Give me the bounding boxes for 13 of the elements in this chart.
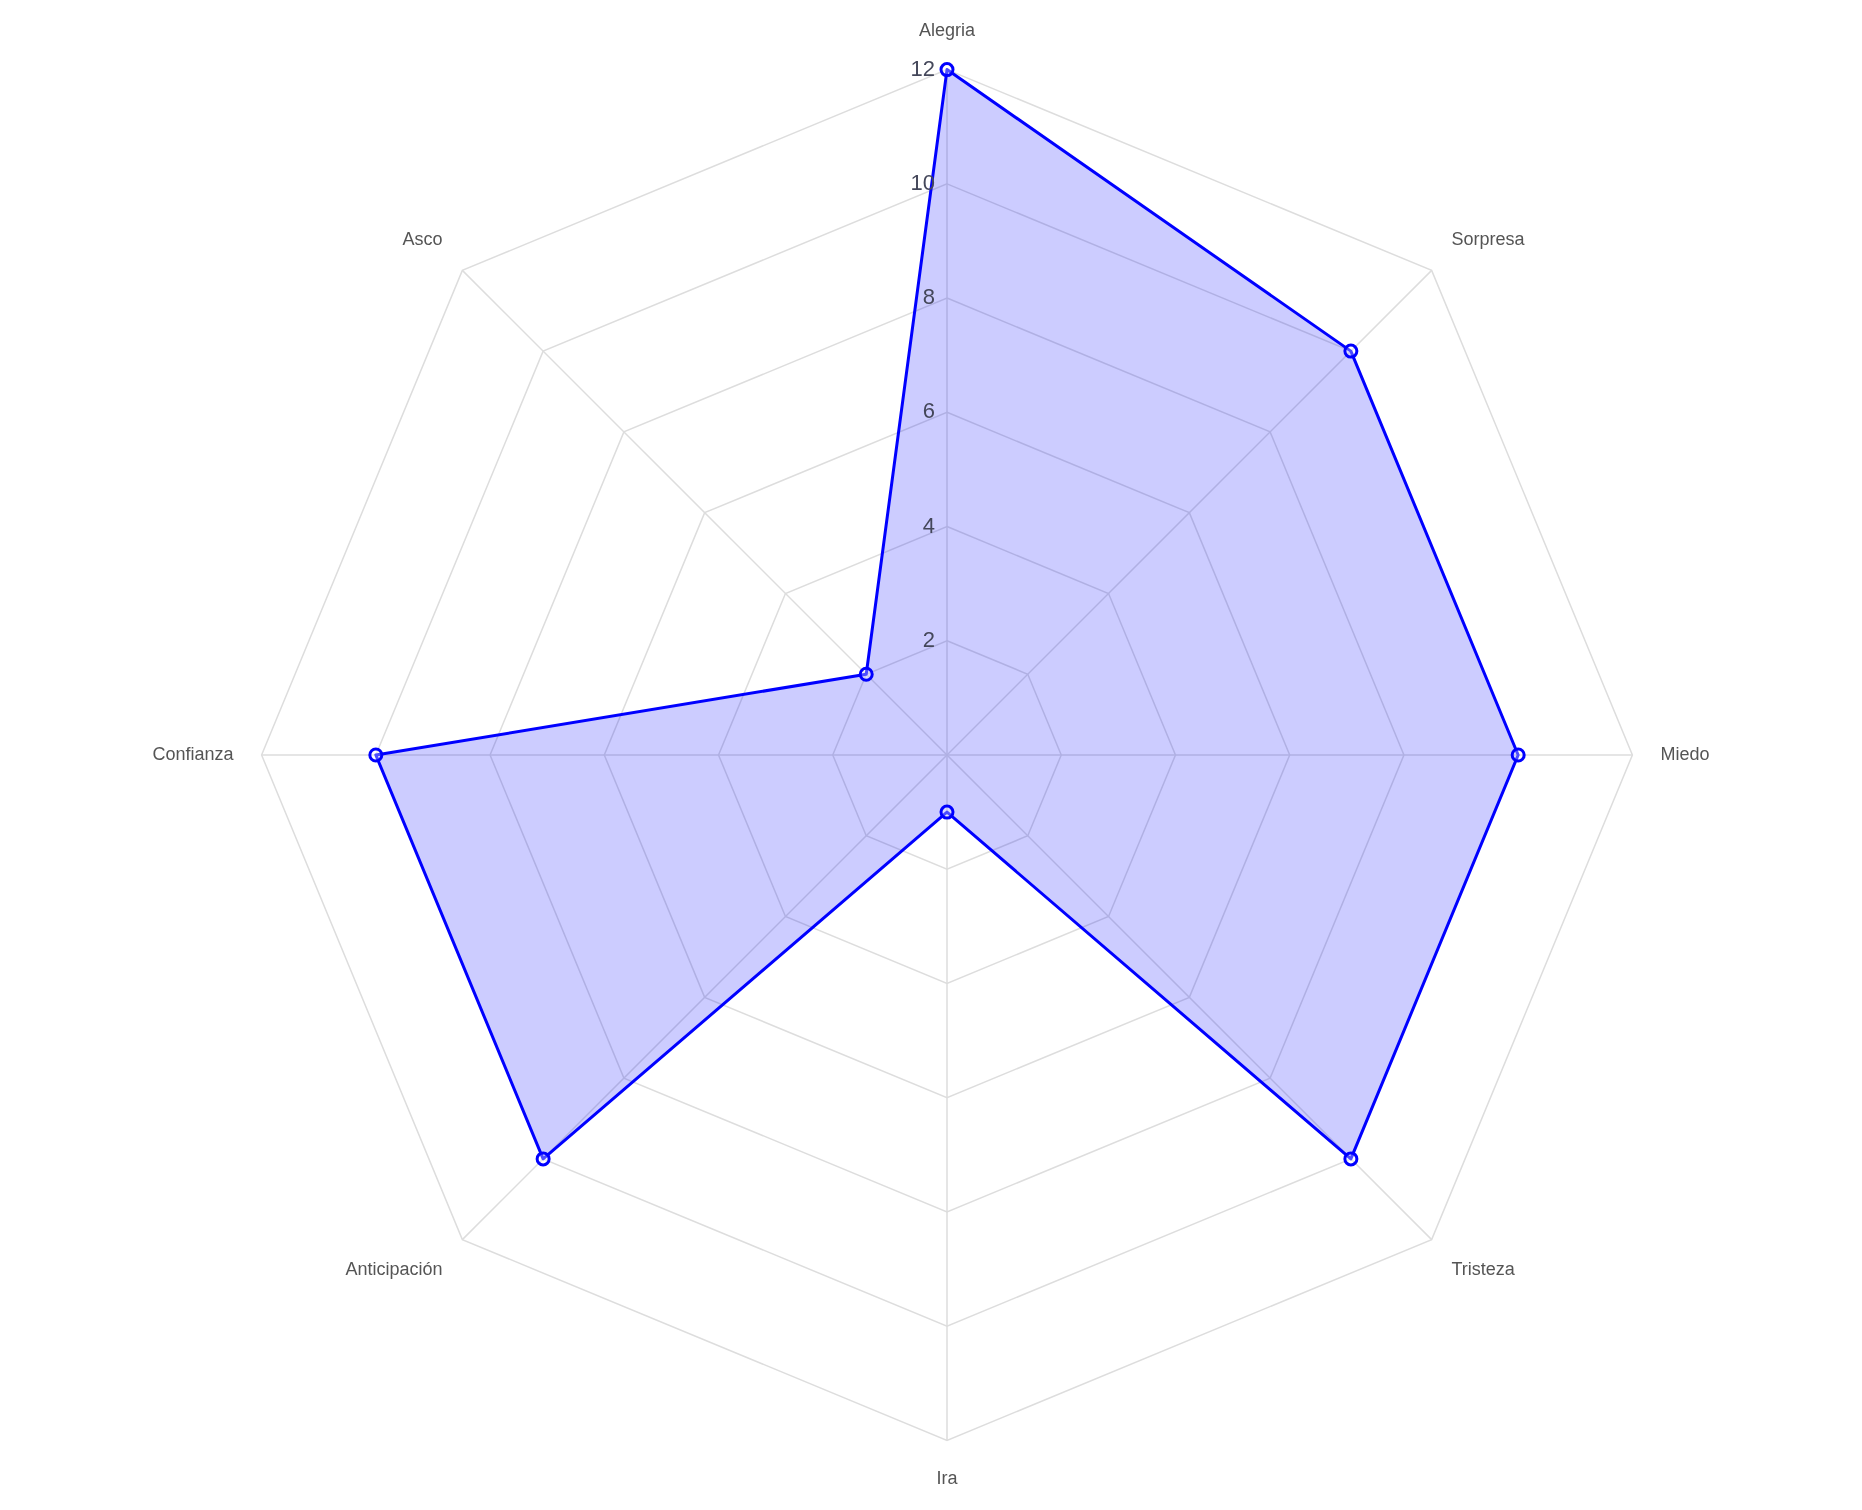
spoke-label: Anticipación xyxy=(345,1259,443,1280)
spoke-label: Alegria xyxy=(918,19,976,40)
y-tick-label: 4 xyxy=(922,512,935,538)
y-tick-label: 8 xyxy=(922,284,935,310)
spoke-label: Miedo xyxy=(1660,743,1710,764)
spoke-label: Sorpresa xyxy=(1451,228,1526,249)
y-tick-label: 12 xyxy=(910,55,935,81)
y-tick-label: 6 xyxy=(922,398,935,424)
spoke-label: Asco xyxy=(402,228,443,249)
y-tick-label: 2 xyxy=(922,626,935,652)
spoke-label: Tristeza xyxy=(1451,1259,1516,1280)
spoke-label: Ira xyxy=(936,1468,959,1489)
spoke-label: Confianza xyxy=(152,743,235,764)
